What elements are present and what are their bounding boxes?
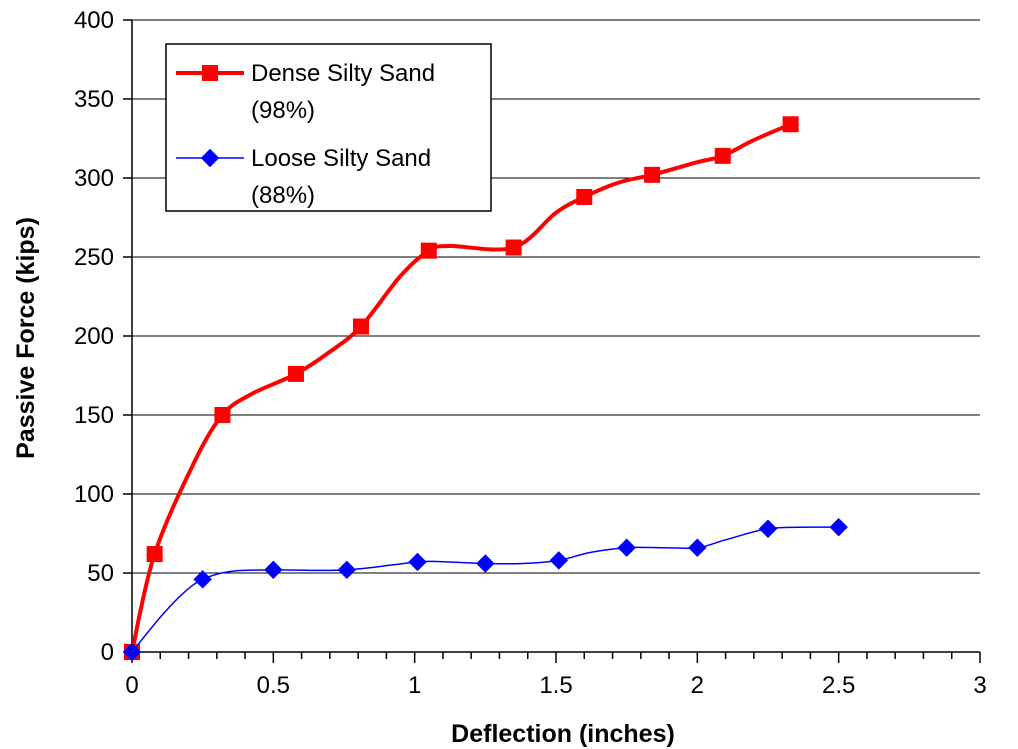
x-tick-label-4: 2 (691, 672, 704, 699)
y-tick-label-2: 100 (74, 481, 114, 508)
series-1-point-8 (688, 538, 707, 557)
series-0-point-1 (146, 546, 163, 563)
series-1-point-4 (408, 552, 427, 572)
y-tick-label-1: 50 (87, 560, 114, 587)
series-1-point-2 (264, 560, 283, 580)
axis-ticks (123, 19, 981, 663)
y-tick-label-0: 0 (101, 639, 114, 666)
y-tick-labels: 0 50 100 150 200 250 300 350 400 (74, 7, 114, 666)
legend-label-1-line1: Loose Silty Sand (251, 145, 431, 172)
series-0-point-10 (782, 116, 799, 133)
series-0-point-9 (714, 147, 731, 164)
y-tick-label-8: 400 (74, 7, 114, 34)
series-1-point-1 (193, 570, 212, 589)
series-0 (124, 116, 799, 660)
y-tick-label-3: 150 (74, 402, 114, 429)
series-line-1 (131, 526, 839, 653)
series-1-point-5 (476, 554, 495, 573)
y-tick-label-6: 300 (74, 165, 114, 192)
legend: Dense Silty Sand (98%) Loose Silty Sand (88… (165, 43, 492, 212)
series-1-point-9 (758, 519, 778, 538)
y-tick-label-4: 200 (74, 323, 114, 350)
legend-label-0-line2: (98%) (251, 97, 315, 124)
series-0-point-4 (352, 318, 369, 335)
x-tick-label-6: 3 (973, 672, 986, 699)
series-1 (122, 517, 848, 662)
legend-entry-0: Dense Silty Sand (98%) (176, 60, 435, 124)
series-1-point-3 (337, 560, 357, 580)
series-0-point-3 (287, 365, 304, 382)
legend-swatch-marker-0 (202, 65, 218, 81)
x-tick-label-5: 2.5 (822, 672, 855, 699)
series-1-point-6 (549, 551, 569, 570)
x-axis-title: Deflection (inches) (451, 720, 675, 748)
series-1-point-10 (829, 517, 848, 537)
series-1-point-7 (617, 538, 636, 557)
x-tick-labels: 0 0.5 1 1.5 2 2.5 3 (125, 672, 986, 699)
x-tick-label-1: 0.5 (257, 672, 290, 699)
x-tick-label-2: 1 (408, 672, 421, 699)
y-tick-label-5: 250 (74, 244, 114, 271)
series-0-point-8 (644, 166, 661, 183)
x-tick-label-0: 0 (125, 672, 138, 699)
legend-label-0-line1: Dense Silty Sand (251, 60, 435, 87)
y-axis-title: Passive Force (kips) (12, 217, 40, 459)
legend-entry-1: Loose Silty Sand (88%) (176, 145, 431, 209)
series-0-point-5 (420, 242, 437, 259)
x-tick-label-3: 1.5 (539, 672, 572, 699)
series-0-point-6 (505, 239, 522, 256)
legend-swatch-marker-1 (200, 148, 220, 168)
series-0-point-2 (214, 407, 231, 423)
legend-label-1-line2: (88%) (251, 182, 315, 209)
series-1-point-0 (122, 642, 142, 662)
series-layer (122, 116, 848, 662)
y-tick-label-7: 350 (74, 86, 114, 113)
series-0-point-7 (576, 188, 593, 205)
